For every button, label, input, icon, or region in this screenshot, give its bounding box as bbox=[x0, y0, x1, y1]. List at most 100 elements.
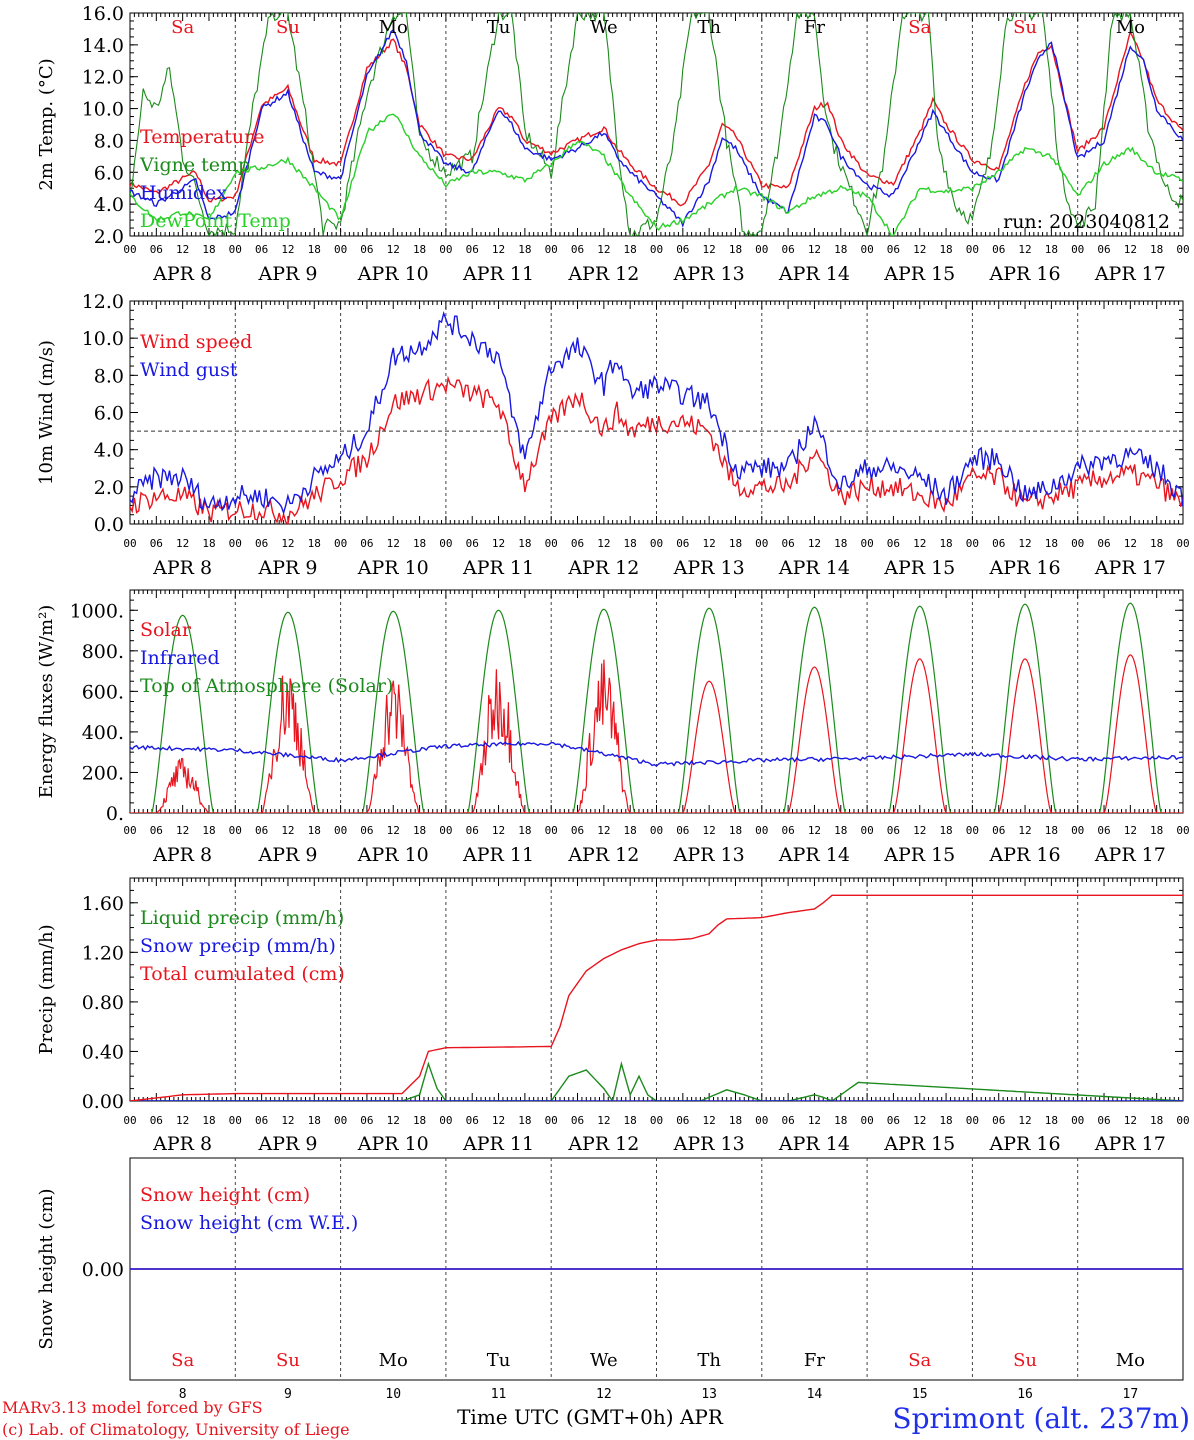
weekday-label: We bbox=[590, 17, 618, 38]
series-dewpoint-temp bbox=[130, 113, 1183, 236]
hour-label: 18 bbox=[939, 1114, 952, 1127]
plot-area bbox=[130, 13, 1183, 236]
hour-label: 18 bbox=[729, 537, 742, 550]
hour-label: 06 bbox=[676, 243, 689, 256]
weekday-label: Sa bbox=[171, 1350, 194, 1371]
hour-label: 18 bbox=[1150, 1114, 1163, 1127]
hour-label: 06 bbox=[466, 243, 479, 256]
y-tick-label: 0.80 bbox=[82, 992, 124, 1014]
hour-label: 12 bbox=[913, 824, 926, 837]
hour-label: 12 bbox=[176, 243, 189, 256]
legend-entry: Wind gust bbox=[140, 359, 238, 381]
hour-label: 00 bbox=[1071, 537, 1084, 550]
hour-label: 00 bbox=[334, 824, 347, 837]
weekday-label: Tu bbox=[487, 17, 511, 38]
day-number: 10 bbox=[385, 1387, 401, 1402]
hour-label: 00 bbox=[545, 243, 558, 256]
hour-label: 06 bbox=[255, 537, 268, 550]
legend-entry: Wind speed bbox=[140, 331, 252, 353]
hour-label: 12 bbox=[597, 1114, 610, 1127]
hour-label: 06 bbox=[255, 1114, 268, 1127]
hour-label: 06 bbox=[1097, 1114, 1110, 1127]
hour-label: 12 bbox=[913, 537, 926, 550]
date-label: APR 17 bbox=[1094, 1133, 1166, 1155]
hour-label: 12 bbox=[597, 824, 610, 837]
day-number: 16 bbox=[1017, 1387, 1033, 1402]
y-axis-label: Snow height (cm) bbox=[36, 1188, 57, 1349]
hour-label: 00 bbox=[545, 537, 558, 550]
panel-temperature: 00 06 12 18 00 06 12 18 00 06 12 18 00 06 12 18 00 06 12 18… bbox=[36, 3, 1190, 285]
series-wind-speed bbox=[130, 375, 1183, 524]
date-label: APR 16 bbox=[989, 844, 1061, 866]
series-temperature bbox=[130, 29, 1183, 207]
hour-label: 00 bbox=[1071, 243, 1084, 256]
day-number: 11 bbox=[491, 1387, 507, 1402]
hour-label: 00 bbox=[650, 824, 663, 837]
hour-label: 00 bbox=[860, 824, 873, 837]
y-tick-label: 0.00 bbox=[82, 1259, 124, 1281]
date-label: APR 9 bbox=[257, 1133, 317, 1155]
hour-label: 06 bbox=[571, 824, 584, 837]
legend-entry: Liquid precip (mm/h) bbox=[140, 907, 344, 929]
hour-label: 06 bbox=[992, 1114, 1005, 1127]
solar-line bbox=[358, 680, 429, 813]
date-label: APR 8 bbox=[152, 263, 212, 285]
hour-label: 06 bbox=[782, 537, 795, 550]
hour-label-final: 00 bbox=[1176, 1114, 1189, 1127]
model-credit: MARv3.13 model forced by GFS bbox=[2, 1398, 263, 1417]
hour-label: 12 bbox=[387, 1114, 400, 1127]
hour-label: 06 bbox=[150, 537, 163, 550]
solar-line bbox=[463, 669, 534, 813]
toa-solar-line bbox=[1095, 602, 1166, 813]
date-label: APR 10 bbox=[357, 557, 429, 579]
hour-label: 12 bbox=[703, 1114, 716, 1127]
legend-entry: Humidex bbox=[140, 182, 227, 204]
solar-line bbox=[990, 658, 1061, 813]
hour-label: 00 bbox=[966, 537, 979, 550]
weekday-label: Tu bbox=[487, 1350, 511, 1371]
hour-label: 12 bbox=[492, 537, 505, 550]
hour-label: 12 bbox=[1124, 1114, 1137, 1127]
hour-label: 00 bbox=[1071, 1114, 1084, 1127]
y-tick-label: 1000. bbox=[70, 600, 124, 622]
weekday-label: Su bbox=[1013, 1350, 1037, 1371]
hour-label: 06 bbox=[992, 824, 1005, 837]
legend-entry: Solar bbox=[140, 619, 192, 641]
solar-line bbox=[884, 658, 955, 813]
hour-label: 12 bbox=[703, 824, 716, 837]
hour-label: 18 bbox=[308, 1114, 321, 1127]
weekday-label: Sa bbox=[171, 17, 194, 38]
solar-line bbox=[674, 680, 745, 813]
toa-solar-line bbox=[252, 611, 324, 813]
y-tick-label: 0. bbox=[106, 803, 124, 825]
legend-entry: Top of Atmosphere (Solar) bbox=[140, 675, 393, 697]
day-number: 9 bbox=[284, 1387, 292, 1402]
date-label: APR 15 bbox=[883, 263, 955, 285]
hour-label: 12 bbox=[492, 243, 505, 256]
hour-label: 18 bbox=[413, 824, 426, 837]
panel-snow: 0.00 Snow height (cm) Snow height (cm) Snow… bbox=[36, 1157, 1184, 1402]
weekday-label: Mo bbox=[1116, 1350, 1145, 1371]
date-label: APR 17 bbox=[1094, 844, 1166, 866]
y-tick-label: 4.0 bbox=[94, 194, 124, 216]
hour-label: 00 bbox=[545, 1114, 558, 1127]
hour-label: 18 bbox=[1150, 243, 1163, 256]
plot-frame bbox=[129, 12, 1184, 237]
series-wind-gust bbox=[130, 310, 1183, 516]
y-tick-label: 0.40 bbox=[82, 1041, 124, 1063]
hour-label: 00 bbox=[650, 243, 663, 256]
day-number: 12 bbox=[596, 1387, 612, 1402]
hour-label: 18 bbox=[518, 537, 531, 550]
y-tick-label: 1.20 bbox=[82, 942, 124, 964]
date-label: APR 13 bbox=[673, 263, 745, 285]
hour-label: 18 bbox=[308, 824, 321, 837]
weekday-label: Su bbox=[276, 17, 300, 38]
hour-label: 00 bbox=[334, 1114, 347, 1127]
run-label: run: 2023040812 bbox=[1003, 211, 1170, 233]
y-tick-label: 600. bbox=[82, 681, 124, 703]
date-label: APR 15 bbox=[883, 1133, 955, 1155]
date-label: APR 8 bbox=[152, 557, 212, 579]
weekday-label: Mo bbox=[1116, 17, 1145, 38]
weekday-label: Th bbox=[697, 17, 721, 38]
legend-entry: Snow precip (mm/h) bbox=[140, 935, 336, 957]
